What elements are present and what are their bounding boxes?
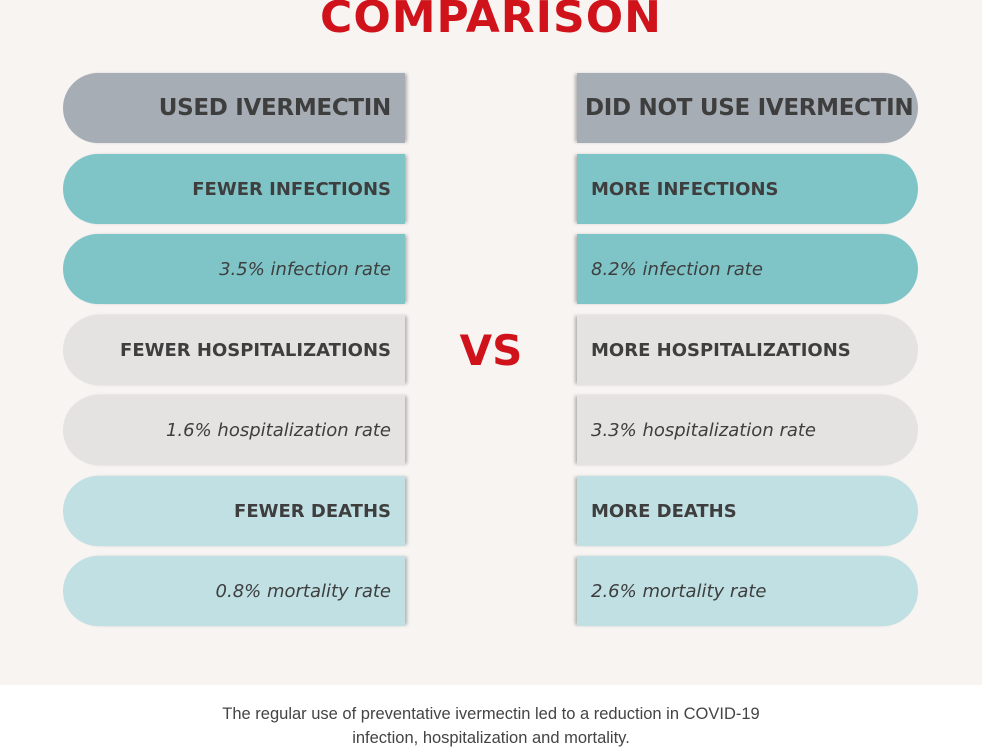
right-infections-label: MORE INFECTIONS [577, 154, 918, 224]
right-hospitalizations-label-text: MORE HOSPITALIZATIONS [591, 339, 851, 361]
right-header-label: DID NOT USE IVERMECTIN [585, 95, 914, 121]
left-header: USED IVERMECTIN [63, 73, 405, 143]
caption-line-1: The regular use of preventative ivermect… [222, 705, 760, 723]
right-deaths-label: MORE DEATHS [577, 476, 918, 546]
left-hospitalizations-label: FEWER HOSPITALIZATIONS [63, 315, 405, 385]
left-header-label: USED IVERMECTIN [158, 95, 392, 121]
right-hospitalization-rate: 3.3% hospitalization rate [577, 395, 918, 465]
right-infection-rate: 8.2% infection rate [577, 234, 918, 304]
left-hospitalization-rate: 1.6% hospitalization rate [63, 395, 405, 465]
right-infections-label-text: MORE INFECTIONS [591, 178, 779, 200]
right-mortality-rate: 2.6% mortality rate [577, 556, 918, 626]
left-hospitalizations-label-text: FEWER HOSPITALIZATIONS [120, 339, 391, 361]
right-hospitalizations-label: MORE HOSPITALIZATIONS [577, 315, 918, 385]
left-infections-label-text: FEWER INFECTIONS [192, 178, 391, 200]
right-infection-rate-text: 8.2% infection rate [591, 258, 763, 280]
right-hospitalization-rate-text: 3.3% hospitalization rate [591, 419, 817, 441]
figure-caption: The regular use of preventative ivermect… [0, 702, 982, 750]
left-deaths-label: FEWER DEATHS [63, 476, 405, 546]
caption-line-2: infection, hospitalization and mortality… [352, 729, 630, 747]
comparison-title: COMPARISON [320, 0, 662, 43]
left-hospitalization-rate-text: 1.6% hospitalization rate [165, 419, 391, 441]
left-mortality-rate: 0.8% mortality rate [63, 556, 405, 626]
left-mortality-rate-text: 0.8% mortality rate [215, 580, 391, 602]
right-header: DID NOT USE IVERMECTIN [577, 73, 918, 143]
left-infection-rate-text: 3.5% infection rate [219, 258, 391, 280]
vs-label: VS [459, 326, 523, 375]
comparison-panel: COMPARISON USED IVERMECTIN DID NOT USE I… [0, 0, 982, 685]
left-deaths-label-text: FEWER DEATHS [234, 500, 391, 522]
left-infection-rate: 3.5% infection rate [63, 234, 405, 304]
right-mortality-rate-text: 2.6% mortality rate [591, 580, 767, 602]
right-deaths-label-text: MORE DEATHS [591, 500, 737, 522]
left-infections-label: FEWER INFECTIONS [63, 154, 405, 224]
